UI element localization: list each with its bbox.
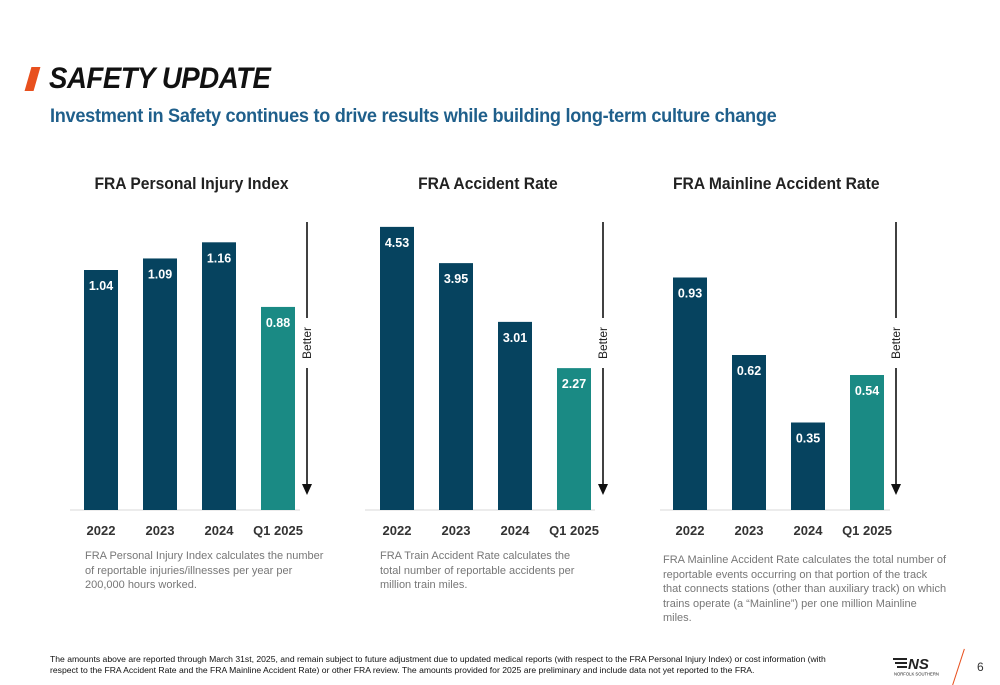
bar-value-label: 3.01 bbox=[503, 331, 527, 345]
bar-value-label: 1.09 bbox=[148, 267, 172, 281]
x-tick-label: 2022 bbox=[87, 523, 116, 538]
norfolk-southern-logo: NS NORFOLK SOUTHERN bbox=[893, 656, 939, 677]
bar bbox=[84, 270, 118, 510]
bar bbox=[498, 321, 532, 510]
better-label: Better bbox=[596, 327, 610, 359]
x-tick-label: 2023 bbox=[146, 523, 175, 538]
bar bbox=[143, 258, 177, 510]
bar-value-label: 3.95 bbox=[444, 272, 468, 286]
bar bbox=[380, 226, 414, 510]
logo-divider bbox=[952, 648, 965, 685]
bar-value-label: 0.54 bbox=[855, 384, 879, 398]
x-tick-label: Q1 2025 bbox=[842, 523, 892, 538]
bar-chart: 1.04 2022 1.09 2023 1.16 2024 0.88 Q1 2025 Bette… bbox=[70, 222, 314, 538]
page-title: SAFETY UPDATE bbox=[49, 62, 271, 95]
x-tick-label: 2024 bbox=[205, 523, 235, 538]
footer-disclaimer: The amounts above are reported through M… bbox=[50, 654, 826, 675]
bar-chart: 4.53 2022 3.95 2023 3.01 2024 2.27 Q1 2025 Bette… bbox=[365, 222, 610, 538]
chart-panel-accident-rate: FRA Accident Rate 4.53 2022 3.95 2023 3.01 20… bbox=[345, 160, 645, 538]
x-tick-label: 2023 bbox=[442, 523, 471, 538]
bar bbox=[673, 277, 707, 510]
x-tick-label: 2024 bbox=[501, 523, 531, 538]
bar-value-label: 1.16 bbox=[207, 251, 231, 265]
down-arrow-icon bbox=[302, 484, 312, 495]
bar bbox=[202, 242, 236, 511]
accent-slash-icon bbox=[24, 67, 41, 91]
x-tick-label: Q1 2025 bbox=[253, 523, 303, 538]
better-label: Better bbox=[300, 327, 314, 359]
title-row: SAFETY UPDATE bbox=[24, 62, 290, 96]
bar-value-label: 0.93 bbox=[678, 287, 702, 301]
x-tick-label: 2024 bbox=[794, 523, 824, 538]
chart-note-mainline-accident-rate: FRA Mainline Accident Rate calculates th… bbox=[663, 554, 947, 624]
bar-value-label: 2.27 bbox=[562, 377, 586, 391]
bar-value-label: 1.04 bbox=[89, 279, 113, 293]
bar-value-label: 4.53 bbox=[385, 236, 409, 250]
bar bbox=[557, 368, 591, 510]
bar-chart: 0.93 2022 0.62 2023 0.35 2024 0.54 Q1 2025 Bette… bbox=[660, 222, 903, 538]
svg-text:NORFOLK SOUTHERN: NORFOLK SOUTHERN bbox=[894, 672, 939, 677]
bar-value-label: 0.35 bbox=[796, 432, 820, 446]
chart-panel-mainline-accident-rate: FRA Mainline Accident Rate 0.93 2022 0.62 2… bbox=[640, 160, 940, 538]
bar bbox=[732, 355, 766, 510]
chart-note-accident-rate: FRA Train Accident Rate calculates the t… bbox=[380, 550, 575, 591]
chart-title: FRA Personal Injury Index bbox=[94, 174, 289, 193]
bar-value-label: 0.62 bbox=[737, 364, 761, 378]
page-number: 6 bbox=[977, 660, 984, 674]
bar bbox=[791, 422, 825, 510]
chart-note-personal-injury: FRA Personal Injury Index calculates the… bbox=[85, 550, 324, 591]
down-arrow-icon bbox=[598, 484, 608, 495]
chart-title: FRA Accident Rate bbox=[418, 174, 558, 193]
bar bbox=[850, 375, 884, 510]
x-tick-label: Q1 2025 bbox=[549, 523, 599, 538]
x-tick-label: 2022 bbox=[676, 523, 705, 538]
x-tick-label: 2023 bbox=[735, 523, 764, 538]
bar bbox=[439, 263, 473, 510]
bar-value-label: 0.88 bbox=[266, 316, 290, 330]
bar bbox=[261, 306, 295, 510]
chart-title: FRA Mainline Accident Rate bbox=[672, 174, 880, 193]
page-subtitle: Investment in Safety continues to drive … bbox=[50, 105, 777, 127]
x-tick-label: 2022 bbox=[383, 523, 412, 538]
svg-text:NS: NS bbox=[908, 656, 929, 673]
down-arrow-icon bbox=[891, 484, 901, 495]
chart-panel-personal-injury: FRA Personal Injury Index 1.04 2022 1.09 20… bbox=[50, 160, 350, 538]
better-label: Better bbox=[889, 327, 903, 359]
